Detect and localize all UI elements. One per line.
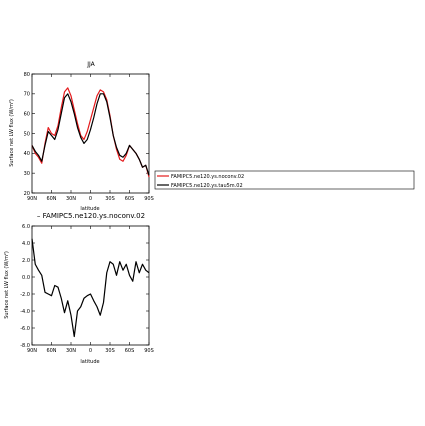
- top-y-tick-label: 50: [24, 131, 30, 137]
- bottom-x-tick-label: 30S: [105, 348, 115, 354]
- bottom-y-tick-label: 2.0: [22, 258, 30, 264]
- bottom-y-axis-label: Surface net LW flux (W/m²): [4, 251, 10, 319]
- bottom-x-axis: 90N 60N 30N 0 30S 60S 90S: [27, 226, 154, 354]
- top-y-tick-label: 30: [24, 171, 30, 177]
- legend-label-noconv: FAMIPC5.ne120.ys.noconv.02: [171, 174, 244, 180]
- bottom-series-group: [31, 238, 150, 338]
- top-y-axis-label: Surface net LW flux (W/m²): [9, 99, 15, 167]
- top-y-tick-label: 80: [24, 72, 30, 78]
- bottom-y-tick-label: -2.0: [20, 292, 30, 298]
- bottom-y-tick-label: -6.0: [20, 326, 30, 332]
- top-x-tick-label: 90S: [144, 196, 154, 202]
- legend-box: [154, 170, 415, 190]
- top-x-axis: 90N 60N 30N 0 30S 60S 90S: [27, 74, 154, 202]
- top-series-line-1: [31, 93, 150, 176]
- top-y-tick-label: 60: [24, 111, 30, 117]
- bottom-y-tick-label: 4.0: [22, 241, 30, 247]
- legend-label-tau5m: FAMIPC5.ne120.ys.tau5m.02: [171, 183, 243, 189]
- bottom-y-tick-label: 6.0: [22, 224, 30, 230]
- legend: FAMIPC5.ne120.ys.noconv.02 FAMIPC5.ne120…: [154, 170, 415, 190]
- bottom-y-tick-label: -4.0: [20, 309, 30, 315]
- top-x-tick-label: 90N: [27, 196, 37, 202]
- bottom-x-tick-label: 30N: [66, 348, 76, 354]
- top-y-tick-label: 70: [24, 92, 30, 98]
- bottom-x-tick-label: 90S: [144, 348, 154, 354]
- top-x-tick-label: 60S: [125, 196, 135, 202]
- bottom-y-tick-label: -8.0: [20, 343, 30, 349]
- top-x-tick-label: 60N: [46, 196, 56, 202]
- top-y-tick-label: 40: [24, 151, 30, 157]
- bottom-plot-frame: [31, 225, 150, 346]
- bottom-series-line-0: [31, 238, 150, 338]
- bottom-chart-title: – FAMIPC5.ne120.ys.noconv.02: [37, 212, 145, 220]
- top-x-tick-label: 30N: [66, 196, 76, 202]
- top-chart-title: JJA: [86, 61, 95, 68]
- top-series-group: [31, 87, 150, 178]
- bottom-x-tick-label: 0: [89, 348, 92, 354]
- bottom-chart-panel: – FAMIPC5.ne120.ys.noconv.02 -8.0 -6.0 -4.…: [4, 212, 154, 365]
- top-chart-panel: JJA 20 30 40 50 60 70 80 90N 60N 30N 0 30S 60S 90S l…: [9, 61, 154, 212]
- bottom-y-axis: -8.0 -6.0 -4.0 -2.0 0.0 2.0 4.0 6.0: [20, 224, 149, 349]
- top-x-tick-label: 0: [89, 196, 92, 202]
- top-y-tick-label: 20: [24, 191, 30, 197]
- bottom-x-axis-label: latitude: [80, 359, 99, 365]
- bottom-x-tick-label: 90N: [27, 348, 37, 354]
- top-x-axis-label: latitude: [80, 206, 99, 212]
- bottom-y-tick-label: 0.0: [22, 275, 30, 281]
- top-x-tick-label: 30S: [105, 196, 115, 202]
- bottom-x-tick-label: 60S: [125, 348, 135, 354]
- bottom-chart-title-text: FAMIPC5.ne120.ys.noconv.02: [43, 212, 145, 220]
- bottom-x-tick-label: 60N: [46, 348, 56, 354]
